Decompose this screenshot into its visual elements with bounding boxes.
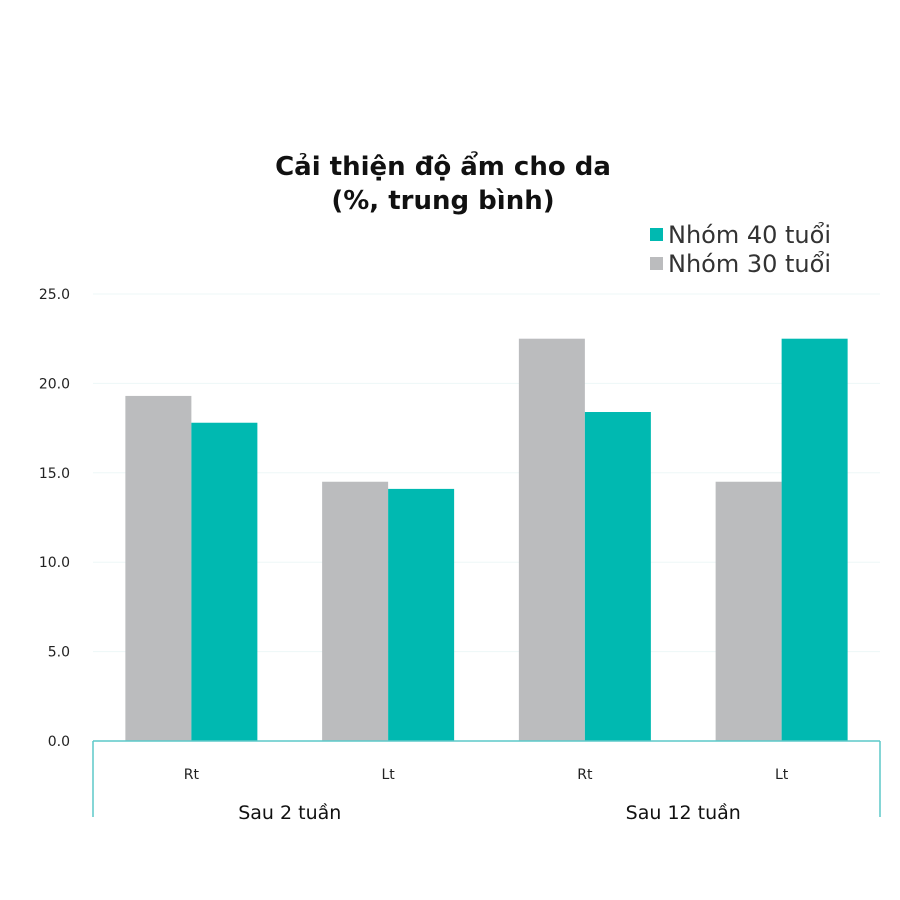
bar — [781, 338, 848, 741]
y-tick-label: 20.0 — [39, 376, 70, 392]
legend-swatch — [650, 257, 663, 270]
bar — [715, 481, 782, 741]
x-category-label: Rt — [577, 767, 593, 783]
x-axis-category-labels: Rt Lt Rt Lt — [184, 767, 789, 783]
bar — [388, 488, 455, 741]
chart-title-line-1: Cải thiện độ ẩm cho da — [275, 149, 611, 182]
bar — [518, 338, 585, 741]
bar — [584, 412, 651, 741]
bars — [125, 338, 848, 741]
x-category-label: Lt — [381, 767, 395, 783]
chart-title-line-2: (%, trung bình) — [331, 186, 554, 216]
chart-title: Cải thiện độ ẩm cho da (%, trung bình) — [275, 149, 611, 216]
y-tick-label: 10.0 — [39, 555, 70, 571]
x-axis — [92, 740, 881, 817]
x-group-label: Sau 12 tuần — [626, 802, 741, 824]
x-group-label: Sau 2 tuần — [238, 802, 341, 824]
bar — [191, 422, 258, 741]
y-tick-label: 5.0 — [48, 645, 70, 661]
y-tick-label: 15.0 — [39, 466, 70, 482]
legend-label: Nhóm 30 tuổi — [668, 250, 831, 278]
y-tick-label: 25.0 — [39, 287, 70, 303]
x-category-label: Rt — [184, 767, 200, 783]
x-category-label: Lt — [775, 767, 789, 783]
legend-label: Nhóm 40 tuổi — [668, 221, 831, 249]
bar — [322, 481, 389, 741]
x-axis-group-labels: Sau 2 tuần Sau 12 tuần — [238, 802, 741, 824]
legend-swatch — [650, 228, 663, 241]
bar — [125, 395, 192, 741]
y-tick-label: 0.0 — [48, 734, 70, 750]
y-axis-ticks: 25.0 20.0 15.0 10.0 5.0 0.0 — [39, 287, 70, 750]
